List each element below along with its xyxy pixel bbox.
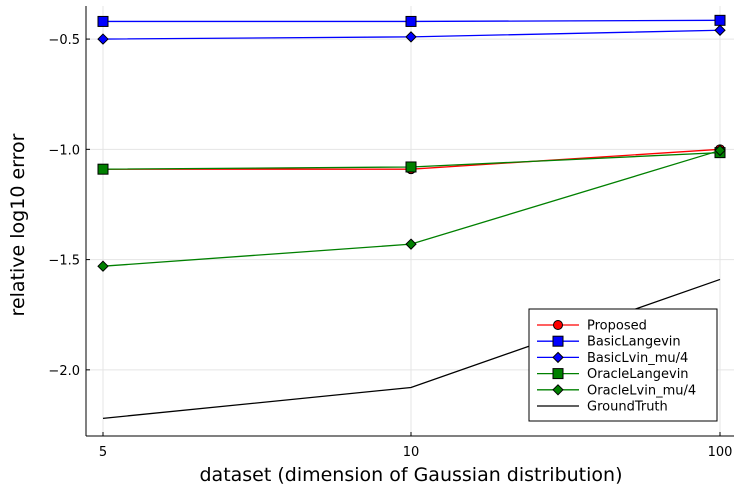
data-point [97, 163, 109, 175]
x-axis-label: dataset (dimension of Gaussian distribut… [199, 464, 622, 486]
data-point [714, 14, 726, 26]
legend-swatch-marker [553, 320, 563, 330]
legend-item: BasicLvin_mu/4 [537, 351, 688, 366]
data-point [405, 238, 417, 250]
y-tick-label: −2.0 [48, 364, 80, 379]
y-tick-label: −1.0 [48, 143, 80, 158]
legend-label: OracleLvin_mu/4 [587, 383, 696, 398]
data-point [405, 161, 417, 173]
axes: 5 10 100 −0.5 −1.0 −1.5 −2.0 [48, 6, 734, 460]
data-point [97, 33, 109, 45]
legend-swatch-marker [552, 335, 564, 347]
legend-item: Proposed [537, 319, 647, 334]
legend: ProposedBasicLangevinBasicLvin_mu/4Oracl… [528, 308, 718, 422]
legend-label: BasicLangevin [587, 335, 681, 350]
series-layer [97, 14, 726, 420]
legend-swatch-marker [552, 384, 564, 396]
x-tick-label: 100 [708, 445, 733, 460]
series-basiclangevin [97, 14, 726, 27]
legend-label: OracleLangevin [587, 367, 689, 382]
legend-label: Proposed [587, 319, 647, 334]
y-tick-label: −1.5 [48, 254, 80, 269]
legend-item: GroundTruth [537, 400, 668, 415]
y-axis-label: relative log10 error [7, 133, 29, 316]
series-oraclelvin-mu-4 [97, 144, 726, 272]
data-point [405, 31, 417, 43]
data-point [714, 24, 726, 36]
data-point [714, 144, 726, 157]
legend-label: GroundTruth [587, 400, 668, 415]
legend-item: BasicLangevin [537, 335, 681, 350]
legend-swatch-marker [552, 368, 564, 380]
data-point [405, 15, 417, 27]
data-point [97, 15, 109, 27]
series-basiclvin-mu-4 [97, 24, 726, 45]
y-tick-label: −0.5 [48, 33, 80, 48]
x-tick-label: 10 [403, 445, 420, 460]
legend-label: BasicLvin_mu/4 [587, 351, 688, 366]
legend-item: OracleLvin_mu/4 [537, 383, 696, 398]
legend-swatch-marker [552, 351, 564, 364]
x-tick-label: 5 [99, 445, 107, 460]
legend-item: OracleLangevin [537, 367, 689, 382]
data-point [97, 260, 109, 272]
